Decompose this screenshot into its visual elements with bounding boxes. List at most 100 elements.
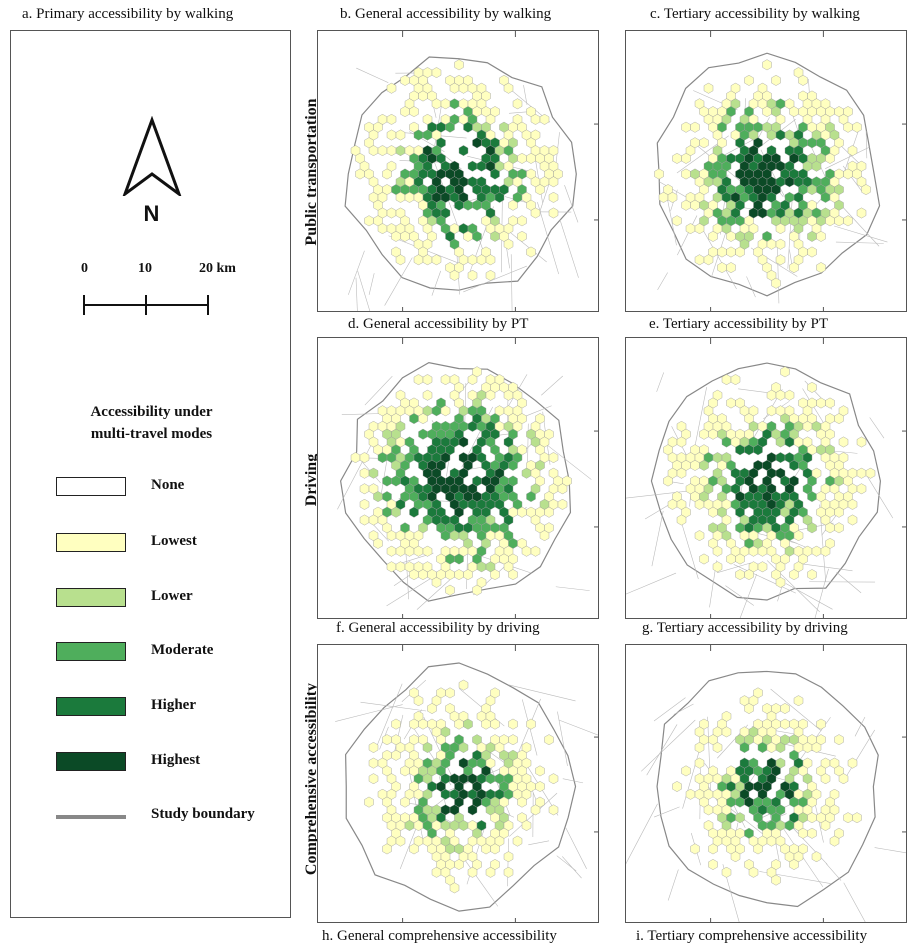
hex-cell (672, 781, 682, 792)
legend-swatch-boundary (56, 815, 126, 819)
hex-cell (681, 765, 691, 777)
hex-cell (753, 843, 763, 855)
road-line (357, 270, 371, 311)
road-line (834, 225, 888, 243)
hex-cell (548, 176, 559, 188)
hex-cell (530, 545, 541, 557)
road-line (656, 372, 665, 392)
road-line (677, 215, 698, 256)
hex-cell (816, 262, 826, 274)
road-line (626, 572, 677, 595)
road-line (626, 803, 658, 865)
road-line (523, 84, 528, 105)
hex-cell (690, 843, 700, 855)
hex-cell (748, 866, 759, 878)
road-line (356, 67, 389, 83)
road-line (802, 563, 853, 572)
road-line (835, 241, 884, 244)
hex-cell (712, 545, 723, 557)
hex-cell (395, 835, 406, 847)
road-line (558, 719, 598, 736)
hex-cell (703, 82, 714, 94)
hex-cell (454, 59, 464, 71)
hex-cell (676, 467, 687, 479)
scale-tick-10: 10 (138, 261, 152, 276)
hex-cell (521, 820, 532, 831)
hex-cell (517, 215, 527, 227)
legend-label-highest: Highest (151, 752, 201, 768)
hex-cell (485, 389, 496, 401)
legend-swatch-none (56, 477, 126, 496)
road-line (733, 564, 796, 594)
hex-cell (735, 246, 745, 258)
hex-cell (775, 576, 786, 588)
caption-a: a. Primary accessibility by walking (22, 6, 234, 22)
hex-cell (548, 773, 559, 785)
hex-cell (838, 436, 849, 448)
hex-cell (807, 381, 817, 393)
hex-cell (744, 703, 754, 714)
hex-cell (535, 765, 545, 777)
road-line (841, 729, 875, 784)
hex-cell (654, 168, 664, 180)
hex-cell (400, 796, 410, 808)
hex-cell (458, 145, 469, 157)
hex-cell (793, 530, 804, 542)
road-line (507, 838, 509, 887)
hex-cell (852, 121, 862, 133)
caption-h: h. General comprehensive accessibility (322, 928, 557, 944)
legend-swatch-lowest (56, 533, 126, 552)
hex-cell (490, 569, 500, 581)
road-line (657, 272, 668, 291)
hex-cell (775, 238, 786, 250)
hex-cell (391, 718, 401, 730)
road-line (386, 573, 439, 607)
hex-cell (856, 483, 867, 495)
hex-cell (409, 843, 419, 855)
hex-cell (798, 74, 808, 86)
hex-cell (663, 475, 673, 487)
hex-cell (557, 498, 568, 510)
road-line (776, 244, 780, 304)
hex-cell (449, 882, 460, 894)
legend-title-line1: Accessibility under (90, 404, 213, 420)
road-line (653, 697, 686, 722)
hex-cell (856, 207, 867, 219)
hex-cell (775, 254, 786, 266)
road-line (825, 146, 870, 169)
hex-cell (820, 820, 831, 831)
hex-cell (676, 436, 687, 448)
hex-cell (757, 561, 768, 573)
hex-cell (739, 742, 750, 753)
hex-cell (508, 459, 518, 471)
hex-cell (690, 121, 700, 133)
hex-cell (807, 246, 817, 258)
hex-cell (753, 444, 763, 456)
hex-cell (784, 389, 795, 401)
hex-cell (852, 812, 862, 824)
road-line (527, 423, 529, 464)
hex-cell (359, 498, 370, 510)
road-line (746, 276, 756, 298)
hex-cell (834, 522, 844, 534)
road-line (680, 521, 699, 580)
road-line (416, 579, 450, 610)
road-line (557, 711, 568, 766)
hex-cell (445, 687, 455, 699)
hex-cell (530, 207, 541, 219)
hex-cell (667, 191, 678, 203)
hex-cell (512, 835, 523, 847)
hex-cell (485, 254, 496, 266)
legend-label-higher: Higher (151, 697, 196, 713)
hex-cell (391, 506, 401, 518)
road-line (739, 573, 757, 618)
hex-cell (395, 129, 406, 141)
legend-label-lower: Lower (151, 588, 193, 604)
hex-cell (503, 851, 514, 863)
hex-cell (834, 506, 844, 518)
road-line (874, 847, 906, 854)
road-line (738, 388, 767, 393)
caption-b: b. General accessibility by walking (340, 6, 552, 22)
hex-cell (517, 796, 527, 808)
road-line (431, 270, 442, 296)
